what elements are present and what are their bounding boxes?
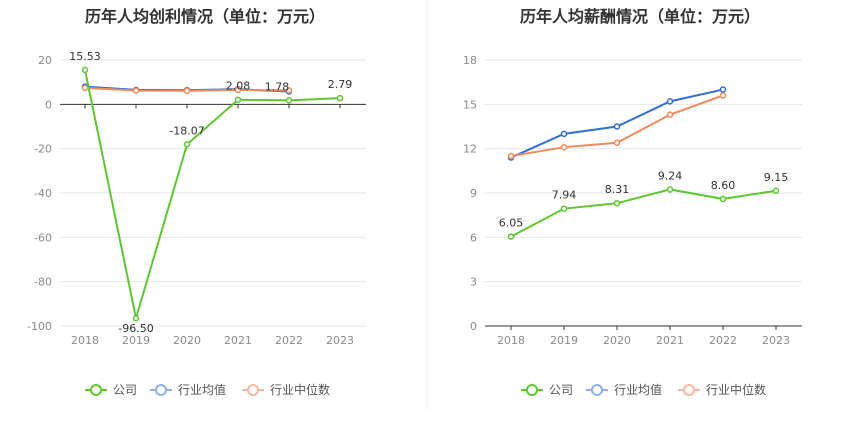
legend-label: 公司 <box>549 383 573 397</box>
data-point-company <box>336 94 344 102</box>
x-tick-label: 2020 <box>173 334 201 347</box>
data-point-company <box>666 186 674 193</box>
legend-label: 行业中位数 <box>706 382 766 397</box>
y-tick-label: -100 <box>27 320 52 333</box>
legend-label: 行业中位数 <box>270 382 330 397</box>
y-tick-label: -60 <box>34 231 52 244</box>
data-point-industry-median <box>560 143 568 151</box>
series-line-company <box>84 69 341 319</box>
data-point-company <box>285 97 293 104</box>
legend-label: 行业均值 <box>614 382 662 397</box>
x-tick-label: 2021 <box>656 334 684 347</box>
y-tick-label: 3 <box>470 276 477 289</box>
data-label: 2.79 <box>328 78 353 91</box>
y-tick-label: -80 <box>34 276 52 289</box>
y-tick-label: -20 <box>34 143 52 156</box>
legend-marker-industry-avg <box>591 384 603 396</box>
legend-label: 公司 <box>113 383 137 397</box>
data-point-industry-median <box>666 111 674 118</box>
data-point-company <box>132 314 140 322</box>
legend-marker-industry-avg <box>155 384 167 396</box>
x-tick-label: 2018 <box>71 334 99 347</box>
data-label: 8.31 <box>605 183 630 196</box>
data-point-industry-median <box>613 139 621 147</box>
legend-marker-industry-median <box>683 384 695 396</box>
data-point-company <box>183 141 191 148</box>
y-tick-label: -40 <box>34 187 52 200</box>
x-tick-label: 2021 <box>224 334 252 347</box>
data-point-company <box>560 205 568 212</box>
x-tick-label: 2019 <box>550 334 578 347</box>
data-point-industry-avg <box>560 130 568 138</box>
legend-marker-industry-median <box>247 384 259 396</box>
data-point-company <box>81 66 89 74</box>
data-label: 6.05 <box>499 217 524 230</box>
x-tick-label: 2018 <box>497 334 525 347</box>
data-point-industry-median <box>285 87 293 94</box>
data-label: 15.53 <box>69 50 101 63</box>
y-tick-label: 0 <box>45 98 52 111</box>
x-tick-label: 2023 <box>326 334 354 347</box>
y-tick-label: 12 <box>463 143 477 156</box>
y-tick-label: 20 <box>38 54 52 67</box>
data-label: 1.78 <box>265 80 290 93</box>
data-label: 9.15 <box>764 171 789 184</box>
legend-marker-company <box>90 384 102 396</box>
data-point-company <box>772 187 780 195</box>
x-tick-label: 2020 <box>603 334 631 347</box>
data-label: 9.24 <box>658 169 683 182</box>
data-label: 7.94 <box>552 189 577 202</box>
y-tick-label: 15 <box>463 98 477 111</box>
data-point-industry-avg <box>666 98 674 105</box>
y-tick-label: 9 <box>470 187 477 200</box>
data-point-company <box>719 195 727 203</box>
data-point-company <box>507 233 515 240</box>
chart-title-profit: 历年人均创利情况（单位：万元） <box>85 7 325 26</box>
data-point-company <box>234 96 242 103</box>
legend-label: 行业均值 <box>178 382 226 397</box>
data-label: 8.60 <box>711 179 736 192</box>
y-tick-label: 18 <box>463 54 477 67</box>
x-tick-label: 2019 <box>122 334 150 347</box>
series-line-company <box>510 188 777 238</box>
data-point-industry-avg <box>719 86 727 93</box>
data-point-industry-median <box>183 87 191 95</box>
data-point-industry-median <box>507 152 515 160</box>
data-label: 2.08 <box>226 80 251 93</box>
data-label: -18.07 <box>169 124 204 137</box>
data-point-industry-avg <box>613 123 621 130</box>
x-tick-label: 2022 <box>275 334 303 347</box>
data-point-industry-median <box>234 86 242 94</box>
legend-marker-company <box>526 384 538 396</box>
data-point-industry-median <box>81 84 89 92</box>
y-tick-label: 6 <box>470 231 477 244</box>
x-tick-label: 2022 <box>709 334 737 347</box>
data-point-industry-median <box>719 92 727 99</box>
x-tick-label: 2023 <box>762 334 790 347</box>
data-point-industry-median <box>132 87 140 94</box>
data-point-company <box>613 199 621 207</box>
y-tick-label: 0 <box>470 320 477 333</box>
chart-title-salary: 历年人均薪酬情况（单位：万元） <box>520 7 760 26</box>
data-label: -96.50 <box>118 322 153 335</box>
